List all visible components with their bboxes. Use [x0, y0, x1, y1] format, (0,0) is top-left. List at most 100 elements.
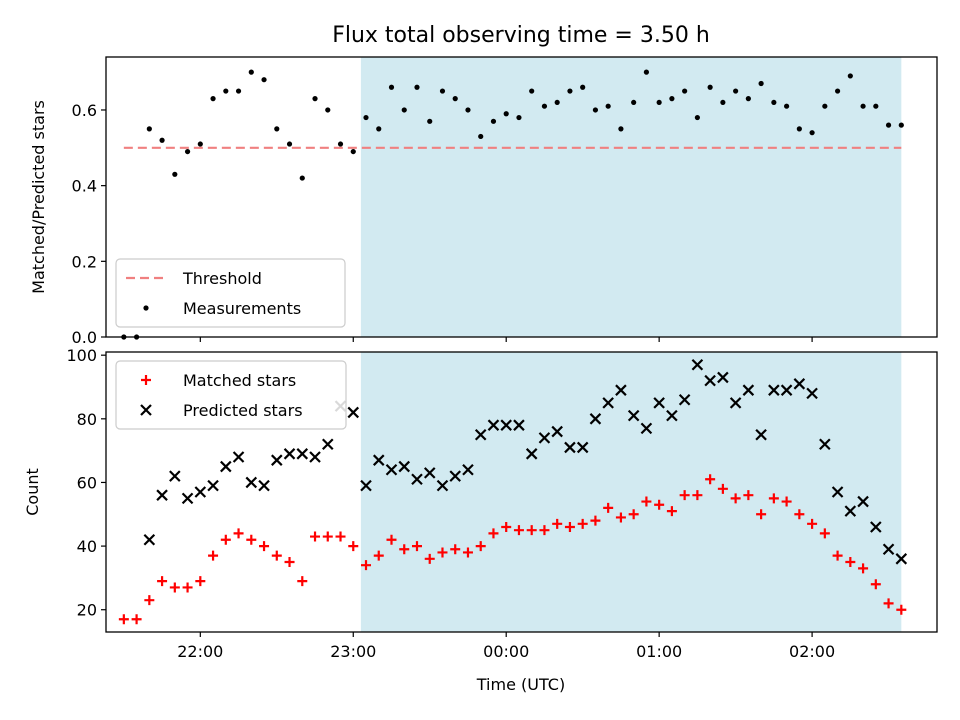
predicted-stars-point [640, 422, 653, 435]
x-tick-label: 00:00 [483, 642, 529, 661]
measurement-point [235, 88, 242, 94]
predicted-stars-point [156, 489, 168, 501]
bottom-legend: Matched stars Predicted stars [115, 360, 347, 430]
matched-stars-point [118, 614, 129, 625]
measurement-point [694, 114, 700, 121]
measurement-point [159, 137, 165, 143]
matched-stars-point [743, 490, 754, 501]
matched-stars-point [756, 509, 767, 520]
matched-stars-point [641, 496, 652, 507]
x-tick-label: 01:00 [636, 642, 682, 661]
measurement-point [337, 141, 344, 147]
matched-stars-point [896, 604, 907, 615]
predicted-stars-point [831, 486, 844, 498]
top-legend-box [115, 258, 346, 328]
predicted-stars-point [678, 393, 691, 406]
matched-stars-point [348, 541, 359, 552]
bottom-y-tick-label: 60 [77, 473, 97, 492]
top-series-1 [121, 69, 904, 340]
legend-measurements-swatch [143, 305, 149, 311]
measurement-point [248, 69, 254, 75]
bottom-shaded-region [360, 352, 902, 632]
predicted-stars-point [423, 467, 436, 479]
predicted-stars-point [283, 448, 296, 460]
legend-label: Measurements [183, 299, 301, 318]
predicted-stars-point [870, 521, 882, 533]
bottom-y-tick-label: 40 [77, 537, 97, 556]
matched-stars-point [590, 515, 601, 526]
predicted-stars-point [666, 409, 678, 422]
measurement-point [643, 69, 650, 75]
predicted-stars-point [436, 479, 449, 492]
matched-stars-point [692, 490, 703, 501]
measurement-point [707, 84, 713, 90]
matched-stars-point [386, 534, 397, 545]
measurement-point [669, 96, 675, 102]
measurement-point [898, 122, 904, 128]
measurement-point [439, 88, 446, 94]
matched-stars-point [233, 528, 244, 539]
matched-stars-point [781, 496, 792, 507]
measurement-point [745, 96, 751, 102]
predicted-stars-point [564, 441, 576, 454]
predicted-stars-point [589, 413, 602, 425]
matched-stars-point [488, 528, 499, 539]
matched-stars-point [195, 576, 206, 587]
measurement-point [592, 107, 599, 113]
chart-title: Flux total observing time = 3.50 h [332, 23, 710, 48]
measurement-point [401, 107, 407, 113]
predicted-stars-point [220, 460, 232, 473]
measurement-point [784, 103, 790, 109]
measurement-point [312, 96, 318, 102]
measurement-point [758, 80, 764, 87]
measurement-point [478, 133, 484, 140]
predicted-stars-point [602, 397, 614, 409]
top-y-tick-label: 0.2 [72, 252, 97, 271]
predicted-stars-point [462, 463, 474, 476]
matched-stars-point [679, 490, 690, 501]
legend-label: Predicted stars [183, 401, 303, 420]
matched-stars-point [577, 518, 588, 529]
matched-stars-point [284, 557, 295, 567]
measurement-point [376, 126, 382, 132]
measurement-point [516, 114, 522, 121]
measurement-point [197, 141, 203, 147]
predicted-stars-point [232, 451, 245, 463]
x-tick-label: 23:00 [330, 642, 376, 661]
matched-stars-point [462, 547, 473, 558]
matched-stars-point [131, 614, 142, 625]
predicted-stars-point [487, 419, 500, 431]
matched-stars-point [361, 560, 372, 571]
predicted-stars-point [271, 454, 283, 466]
matched-stars-point [615, 512, 626, 523]
measurement-point [809, 130, 815, 136]
top-y-tick-label: 0.6 [72, 101, 97, 120]
legend-matched-swatch [141, 375, 151, 385]
measurement-point [631, 99, 637, 106]
measurement-point [363, 114, 369, 121]
predicted-stars-point [793, 378, 806, 390]
bottom-plot-frame [105, 351, 938, 633]
predicted-stars-point [321, 438, 334, 451]
legend-label: Matched stars [183, 371, 296, 390]
matched-stars-point [513, 525, 524, 536]
matched-stars-point [666, 506, 677, 517]
measurement-point [860, 103, 866, 109]
measurement-point [720, 99, 726, 106]
predicted-stars-point [513, 419, 525, 431]
matched-stars-point [526, 525, 537, 536]
predicted-stars-point [882, 543, 895, 556]
matched-stars-point [475, 541, 486, 552]
matched-stars-point [437, 547, 448, 558]
predicted-stars-point [729, 397, 742, 409]
predicted-stars-point [806, 387, 818, 400]
top-panel: 0.0 0.2 0.4 0.6 Threshold Measurements [72, 56, 938, 347]
measurement-point [465, 107, 471, 113]
top-legend: Threshold Measurements [115, 258, 346, 328]
matched-stars-point [603, 502, 614, 513]
measurement-point [172, 171, 178, 177]
predicted-stars-point [525, 448, 538, 460]
matched-stars-point [845, 557, 856, 567]
predicted-stars-point [653, 397, 665, 409]
